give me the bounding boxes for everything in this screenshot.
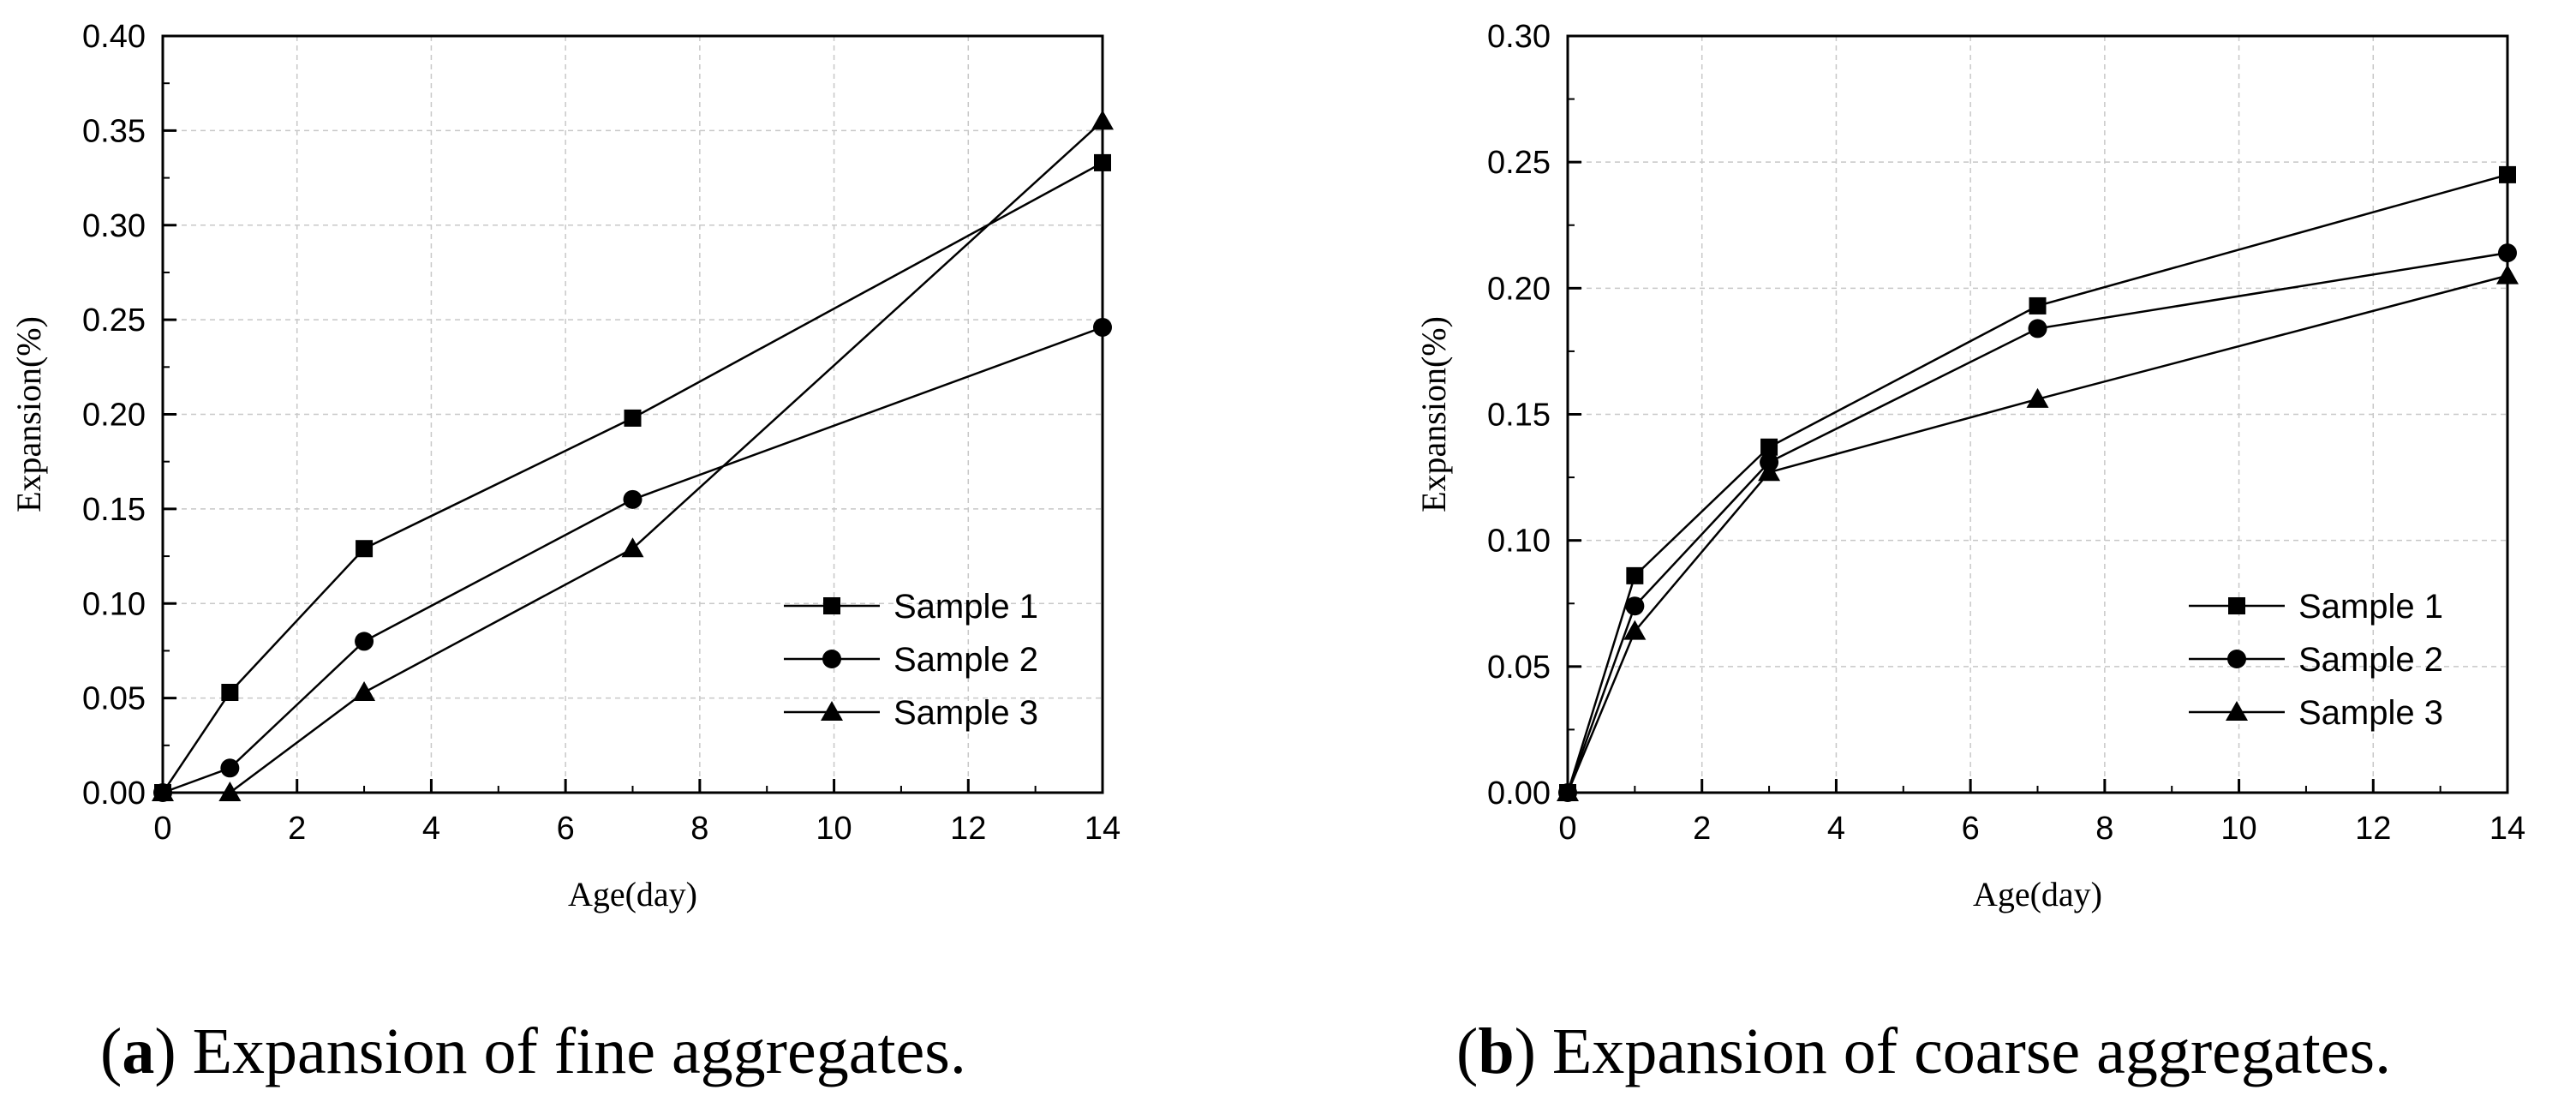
data-point <box>2498 243 2517 263</box>
panel-caption: (a) Expansion of fine aggregates. <box>100 1015 966 1087</box>
legend-label: Sample 2 <box>894 641 1038 679</box>
y-tick-label: 0.20 <box>1487 271 1551 307</box>
data-point <box>356 540 374 558</box>
series-2 <box>153 317 1112 802</box>
y-tick-label: 0.25 <box>1487 145 1551 181</box>
x-axis-label: Age(day) <box>1973 875 2102 913</box>
legend-marker <box>2228 597 2245 614</box>
x-tick-label: 12 <box>950 811 986 847</box>
legend-item: Sample 3 <box>784 694 1038 732</box>
caption-text: Expansion of fine aggregates. <box>176 1015 966 1087</box>
y-tick-label: 0.15 <box>1487 398 1551 434</box>
y-tick-label: 0.40 <box>82 19 146 55</box>
caption-letter: b <box>1478 1015 1514 1087</box>
data-point <box>1626 566 1644 584</box>
data-point <box>2499 165 2516 183</box>
data-point <box>624 409 642 427</box>
data-point <box>353 681 376 702</box>
y-tick-label: 0.00 <box>1487 776 1551 812</box>
legend-label: Sample 1 <box>2298 588 2443 626</box>
data-point <box>1094 153 1111 171</box>
x-tick-label: 14 <box>2489 811 2525 847</box>
y-tick-label: 0.35 <box>82 113 146 149</box>
data-point <box>1557 782 1579 801</box>
caption-paren-open: ( <box>1456 1015 1478 1087</box>
y-tick-label: 0.30 <box>1487 19 1551 55</box>
legend: Sample 1 Sample 2 Sample 3 <box>784 588 1038 732</box>
data-point <box>621 537 644 558</box>
x-axis-label: Age(day) <box>568 875 697 913</box>
caption-letter: a <box>122 1015 154 1087</box>
x-tick-label: 8 <box>690 811 708 847</box>
x-tick-label: 8 <box>2095 811 2113 847</box>
legend-item: Sample 2 <box>784 641 1038 679</box>
data-point <box>1625 596 1645 616</box>
data-point <box>2026 387 2049 408</box>
legend-item: Sample 3 <box>2189 694 2443 732</box>
data-point <box>623 489 643 509</box>
caption-paren-close: ) <box>1515 1015 1536 1087</box>
y-tick-label: 0.15 <box>82 492 146 528</box>
series-line <box>163 120 1103 794</box>
legend-item: Sample 1 <box>784 588 1038 626</box>
x-tick-label: 4 <box>422 811 440 847</box>
data-point <box>218 782 242 801</box>
legend-marker <box>2226 701 2248 721</box>
caption-text: Expansion of coarse aggregates. <box>1536 1015 2391 1087</box>
legend-label: Sample 3 <box>894 694 1038 732</box>
data-point <box>1760 438 1778 456</box>
x-tick-label: 10 <box>816 811 852 847</box>
chart-panel-a: 0 2 4 6 8 10 12 14 0.00 0.05 0.10 0.15 0.20 0.25 0.30 0… <box>9 19 1121 1087</box>
x-tick-label: 6 <box>1962 811 1980 847</box>
x-tick-label: 0 <box>1558 811 1576 847</box>
x-tick-label: 4 <box>1827 811 1845 847</box>
data-point <box>1623 620 1647 640</box>
y-tick-label: 0.10 <box>1487 524 1551 560</box>
series-3 <box>152 110 1114 801</box>
x-tick-label: 14 <box>1085 811 1121 847</box>
x-tick-label: 12 <box>2355 811 2391 847</box>
x-tick-label: 0 <box>153 811 171 847</box>
panel-caption: (b) Expansion of coarse aggregates. <box>1456 1015 2391 1087</box>
y-tick-label: 0.00 <box>82 776 146 812</box>
y-tick-label: 0.20 <box>82 398 146 434</box>
data-point <box>2029 296 2047 314</box>
legend: Sample 1 Sample 2 Sample 3 <box>2189 588 2443 732</box>
y-tick-label: 0.25 <box>82 302 146 338</box>
series-3 <box>1557 264 2519 801</box>
data-point <box>221 684 239 702</box>
x-tick-label: 10 <box>2220 811 2256 847</box>
legend-marker <box>823 597 840 614</box>
data-point <box>2028 319 2047 338</box>
data-point <box>1091 110 1114 130</box>
caption-paren-close: ) <box>154 1015 176 1087</box>
data-point <box>220 758 240 778</box>
legend-marker <box>822 650 841 668</box>
legend-label: Sample 3 <box>2298 694 2443 732</box>
legend-item: Sample 2 <box>2189 641 2443 679</box>
y-axis-label: Expansion(%) <box>1414 316 1453 512</box>
plot-frame <box>1566 34 2509 794</box>
y-tick-label: 0.30 <box>82 208 146 244</box>
data-point <box>2496 264 2519 284</box>
legend-label: Sample 1 <box>894 588 1038 626</box>
caption-paren-open: ( <box>100 1015 122 1087</box>
data-point <box>355 632 374 651</box>
data-point <box>1758 461 1781 482</box>
data-point <box>152 782 174 801</box>
y-axis-label: Expansion(%) <box>9 316 48 512</box>
y-tick-label: 0.10 <box>82 586 146 622</box>
x-tick-label: 2 <box>1693 811 1711 847</box>
legend-item: Sample 1 <box>2189 588 2443 626</box>
x-tick-label: 6 <box>557 811 575 847</box>
chart-panel-b: 0 2 4 6 8 10 12 14 0.00 0.05 0.10 0.15 0.20 0.25 0.30 A… <box>1414 19 2525 1087</box>
y-tick-label: 0.05 <box>82 681 146 717</box>
legend-marker <box>821 701 843 721</box>
data-point <box>1093 317 1112 337</box>
legend-marker <box>2227 650 2246 668</box>
legend-label: Sample 2 <box>2298 641 2443 679</box>
y-tick-label: 0.05 <box>1487 650 1551 686</box>
x-tick-label: 2 <box>288 811 306 847</box>
